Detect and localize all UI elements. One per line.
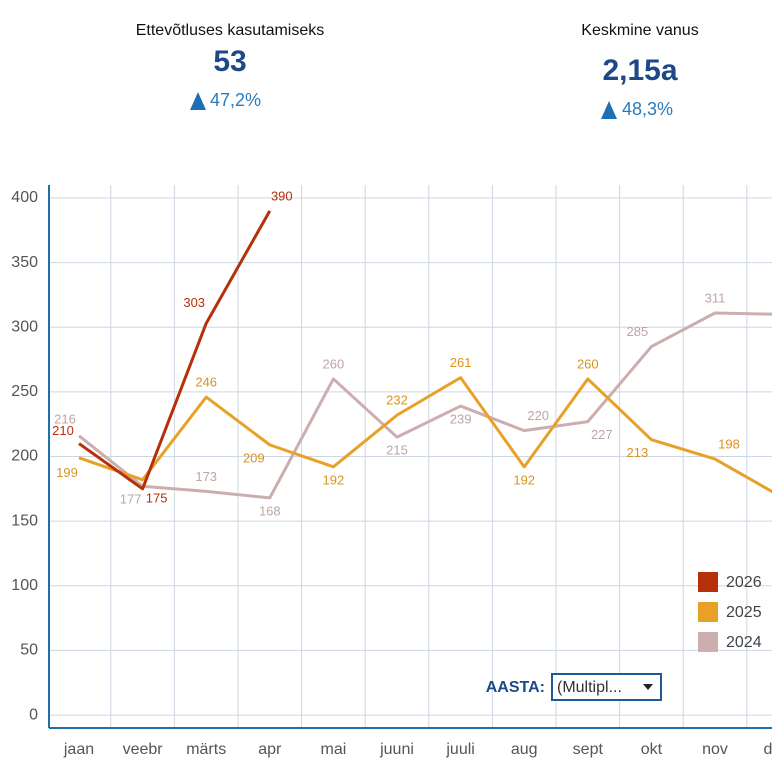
- data-label: 239: [450, 412, 472, 427]
- y-tick-label: 200: [11, 448, 38, 465]
- y-tick-label: 300: [11, 318, 38, 335]
- y-tick-label: 150: [11, 512, 38, 529]
- kpi-value: 53: [213, 45, 246, 78]
- data-label: 168: [259, 503, 281, 518]
- data-label: 220: [527, 408, 549, 423]
- x-tick-label: dets: [763, 741, 772, 758]
- up-arrow: [601, 101, 617, 119]
- y-tick-label: 50: [20, 642, 38, 659]
- data-label: 246: [195, 374, 217, 389]
- legend-swatch: [698, 572, 718, 592]
- dropdown-value[interactable]: (Multipl...: [557, 679, 622, 696]
- x-tick-label: apr: [258, 741, 282, 758]
- legend-label: 2025: [726, 604, 762, 621]
- data-label: 209: [243, 450, 265, 465]
- data-label: 260: [577, 356, 599, 371]
- y-tick-label: 350: [11, 254, 38, 271]
- kpi-delta: 48,3%: [622, 99, 673, 119]
- legend-swatch: [698, 602, 718, 622]
- x-tick-label: märts: [186, 741, 226, 758]
- data-label: 210: [52, 423, 74, 438]
- dropdown-caret[interactable]: [643, 684, 653, 690]
- dropdown[interactable]: [551, 673, 662, 701]
- data-label: 199: [56, 465, 78, 480]
- data-label: 192: [513, 472, 535, 487]
- data-label: 177: [120, 492, 142, 507]
- kpi-delta: 47,2%: [210, 90, 261, 110]
- filter-label: AASTA:: [486, 679, 545, 696]
- y-tick-label: 100: [11, 577, 38, 594]
- data-label: 232: [386, 393, 408, 408]
- data-label: 198: [718, 437, 740, 452]
- x-tick-label: veebr: [123, 741, 164, 758]
- data-label: 260: [323, 356, 345, 371]
- data-label: 213: [627, 445, 649, 460]
- data-label: 227: [591, 427, 613, 442]
- data-label: 303: [183, 295, 205, 310]
- data-label: 285: [627, 324, 649, 339]
- x-tick-label: nov: [702, 741, 728, 758]
- data-label: 215: [386, 443, 408, 458]
- series-line: [78, 311, 772, 500]
- up-arrow: [190, 92, 206, 110]
- data-label: 216: [54, 411, 76, 426]
- data-label: 192: [323, 472, 345, 487]
- series-line: [78, 210, 272, 491]
- y-tick-label: 0: [29, 706, 38, 723]
- data-label: 175: [146, 490, 168, 505]
- y-tick-label: 400: [11, 189, 38, 206]
- series-line: [78, 376, 772, 494]
- data-label: 173: [195, 469, 217, 484]
- legend-label: 2026: [726, 574, 762, 591]
- legend-label: 2024: [726, 634, 762, 651]
- x-tick-label: sept: [573, 741, 604, 758]
- kpi-title: Ettevõtluses kasutamiseks: [136, 22, 325, 39]
- x-tick-label: jaan: [63, 741, 94, 758]
- x-tick-label: aug: [511, 741, 538, 758]
- y-tick-label: 250: [11, 383, 38, 400]
- x-tick-label: juuni: [379, 741, 414, 758]
- kpi-value: 2,15a: [602, 54, 677, 87]
- x-tick-label: mai: [321, 741, 347, 758]
- data-label: 390: [271, 188, 293, 203]
- chart: 0 50 100 150 200 250 300 350 400 jaan veebr märts ap…: [11, 185, 772, 758]
- x-tick-label: okt: [641, 741, 663, 758]
- x-tick-label: juuli: [445, 741, 474, 758]
- kpi-title: Keskmine vanus: [581, 22, 698, 39]
- data-label: 311: [705, 290, 726, 305]
- legend-swatch: [698, 632, 718, 652]
- data-label: 261: [450, 355, 472, 370]
